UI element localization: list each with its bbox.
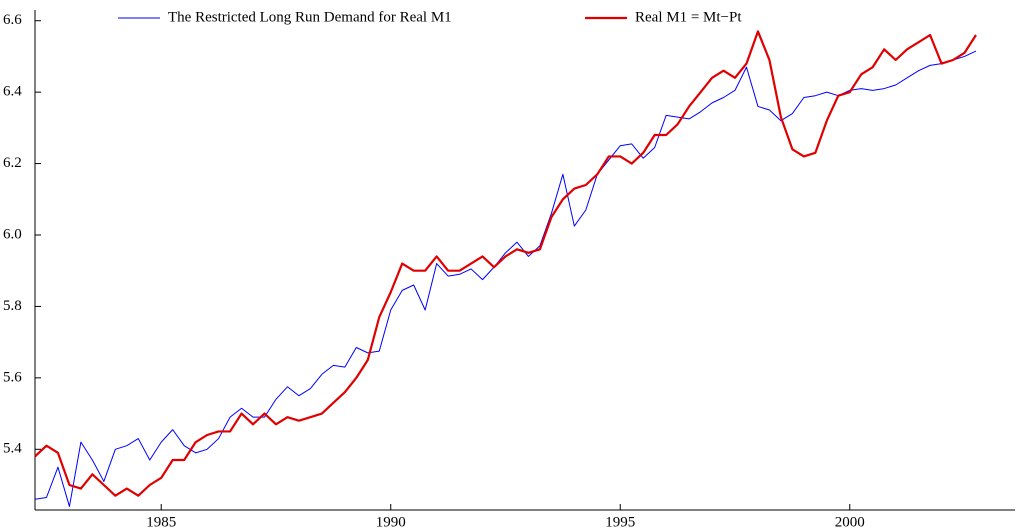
y-tick-label: 6.6: [3, 12, 22, 28]
x-tick-label: 1990: [376, 514, 406, 530]
series-line: [34, 50, 977, 507]
y-tick-label: 5.4: [3, 441, 22, 457]
y-tick-label: 6.2: [3, 155, 22, 171]
y-tick-label: 6.0: [3, 226, 22, 242]
legend-label: The Restricted Long Run Demand for Real …: [168, 9, 452, 25]
y-tick-label: 6.4: [3, 84, 22, 100]
y-tick-label: 5.8: [3, 298, 22, 314]
y-tick-label: 5.6: [3, 369, 22, 385]
series-line: [34, 30, 977, 497]
legend-label: Real M1 = Mt−Pt: [635, 9, 742, 25]
x-tick-label: 1995: [605, 514, 635, 530]
x-tick-label: 1985: [146, 514, 176, 530]
x-tick-label: 2000: [835, 514, 865, 530]
